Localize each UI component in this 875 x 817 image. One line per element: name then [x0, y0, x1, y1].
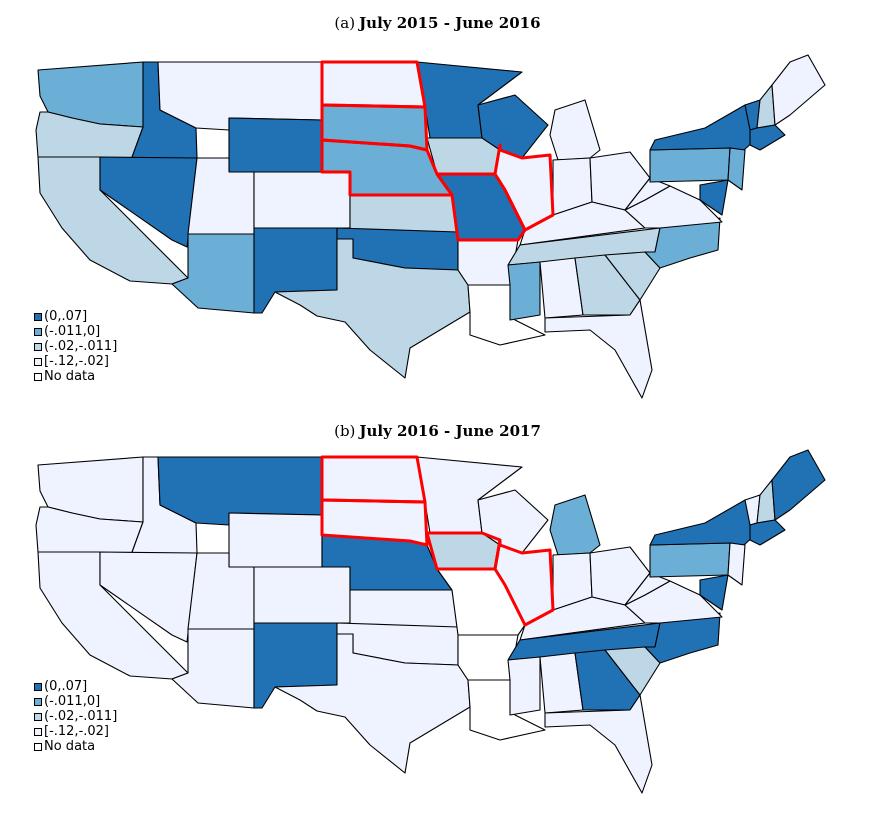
state-md: [699, 179, 729, 216]
state-ks: [349, 589, 459, 628]
state-pa: [649, 147, 731, 183]
state-nd: [321, 61, 426, 108]
highlight-il: [493, 538, 555, 627]
state-ny: [649, 499, 756, 546]
state-me: [771, 449, 826, 521]
state-mi: [549, 494, 601, 556]
highlight-il: [493, 143, 555, 232]
state-nv: [99, 551, 198, 643]
state-ma: [749, 124, 786, 151]
state-nc: [644, 217, 721, 269]
us-state-map: [35, 54, 826, 399]
legend-entry: No data: [34, 369, 117, 384]
panel-caption: (a) July 2015 - June 2016: [0, 14, 875, 32]
state-nd: [321, 456, 426, 503]
state-md: [699, 574, 729, 611]
map-legend: (0,.07] (-.011,0] (-.02,-.011] [-.12,-.0…: [34, 679, 117, 754]
state-ia: [426, 137, 501, 175]
map-panel-a: (a) July 2015 - June 2016 (0,.07] (-.011,…: [0, 0, 875, 408]
panel-title: July 2015 - June 2016: [359, 14, 541, 32]
state-pa: [649, 542, 731, 578]
legend-entry: (0,.07]: [34, 309, 117, 324]
state-nj: [727, 542, 746, 586]
state-mi: [549, 99, 601, 161]
state-ks: [349, 194, 459, 233]
legend-entry: (-.011,0]: [34, 324, 117, 339]
state-wv: [624, 177, 671, 211]
us-state-map: [35, 449, 826, 794]
legend-entry: (0,.07]: [34, 679, 117, 694]
state-ma: [749, 519, 786, 546]
state-co: [253, 171, 351, 229]
legend-entry: [-.12,-.02]: [34, 724, 117, 739]
state-nj: [727, 147, 746, 191]
state-ms: [507, 656, 541, 716]
state-ny: [649, 104, 756, 151]
state-wv: [624, 572, 671, 606]
legend-entry: No data: [34, 739, 117, 754]
map-legend: (0,.07] (-.011,0] (-.02,-.011] [-.12,-.0…: [34, 309, 117, 384]
highlight-sd: [320, 498, 429, 547]
state-ms: [507, 261, 541, 321]
map-panel-b: (b) July 2016 - June 2017 (0,.07] (-.011,…: [0, 408, 875, 817]
panel-label: (b): [334, 422, 356, 440]
state-me: [771, 54, 826, 126]
panel-label: (a): [334, 14, 356, 32]
state-wy: [228, 117, 323, 173]
state-co: [253, 566, 351, 624]
legend-entry: [-.12,-.02]: [34, 354, 117, 369]
state-nv: [99, 156, 198, 248]
legend-entry: (-.02,-.011]: [34, 709, 117, 724]
legend-entry: (-.011,0]: [34, 694, 117, 709]
state-fl: [544, 694, 653, 794]
state-wy: [228, 512, 323, 568]
panel-caption: (b) July 2016 - June 2017: [0, 422, 875, 440]
state-nc: [644, 612, 721, 664]
legend-entry: (-.02,-.011]: [34, 339, 117, 354]
state-fl: [544, 299, 653, 399]
state-ia: [426, 532, 501, 570]
panel-title: July 2016 - June 2017: [359, 422, 541, 440]
